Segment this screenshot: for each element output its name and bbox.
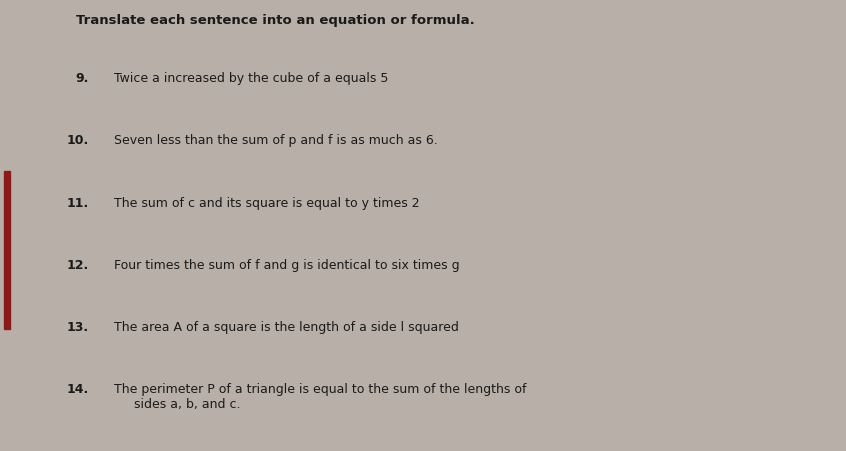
Text: 14.: 14. (67, 383, 89, 396)
Bar (4, 171, 10, 329)
Text: 12.: 12. (67, 259, 89, 272)
Text: The sum of c and its square is equal to y times 2: The sum of c and its square is equal to … (114, 197, 420, 210)
Text: The area A of a square is the length of a side l squared: The area A of a square is the length of … (114, 321, 459, 334)
Text: 13.: 13. (67, 321, 89, 334)
Text: Seven less than the sum of p and f is as much as 6.: Seven less than the sum of p and f is as… (114, 134, 438, 147)
Text: Four times the sum of f and g is identical to six times g: Four times the sum of f and g is identic… (114, 259, 460, 272)
Text: 10.: 10. (67, 134, 89, 147)
Text: Translate each sentence into an equation or formula.: Translate each sentence into an equation… (76, 14, 475, 27)
Text: 9.: 9. (75, 72, 89, 85)
Text: Twice a increased by the cube of a equals 5: Twice a increased by the cube of a equal… (114, 72, 388, 85)
Text: 11.: 11. (67, 197, 89, 210)
Text: The perimeter P of a triangle is equal to the sum of the lengths of
     sides a: The perimeter P of a triangle is equal t… (114, 383, 527, 411)
